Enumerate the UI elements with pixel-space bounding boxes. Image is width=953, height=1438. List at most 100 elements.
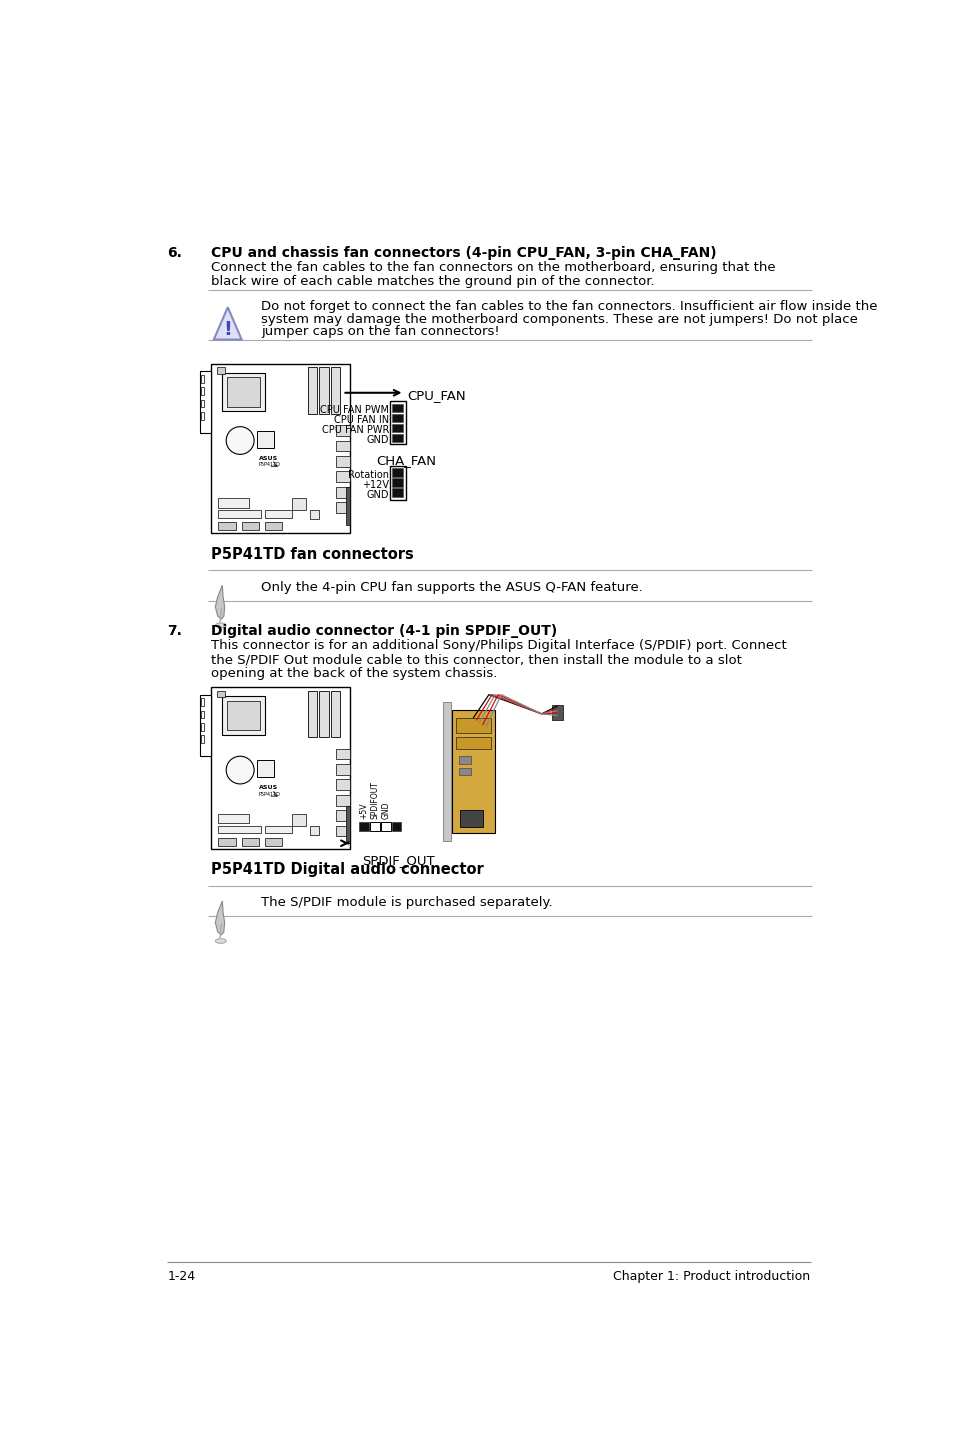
- Bar: [200, 400, 204, 407]
- Bar: [218, 814, 249, 823]
- Bar: [345, 807, 350, 841]
- Bar: [345, 486, 350, 525]
- Bar: [335, 486, 350, 498]
- Bar: [292, 814, 306, 825]
- Text: GND: GND: [366, 490, 389, 500]
- Bar: [392, 404, 402, 413]
- Bar: [265, 825, 292, 833]
- Bar: [390, 466, 406, 500]
- Bar: [199, 695, 211, 756]
- Text: SPDIFOUT: SPDIFOUT: [370, 781, 379, 818]
- Bar: [227, 700, 260, 731]
- Circle shape: [226, 756, 253, 784]
- Text: P5P41TD: P5P41TD: [258, 792, 280, 797]
- Ellipse shape: [215, 623, 226, 627]
- Polygon shape: [215, 585, 224, 620]
- Bar: [200, 710, 204, 719]
- Bar: [218, 510, 261, 518]
- Bar: [265, 522, 282, 529]
- Bar: [310, 825, 319, 835]
- Bar: [335, 810, 350, 821]
- Bar: [392, 489, 402, 496]
- Text: CPU and chassis fan connectors (4-pin CPU_FAN, 3-pin CHA_FAN): CPU and chassis fan connectors (4-pin CP…: [211, 246, 716, 260]
- Bar: [335, 456, 350, 467]
- Text: black wire of each cable matches the ground pin of the connector.: black wire of each cable matches the gro…: [211, 275, 654, 288]
- Bar: [443, 702, 451, 841]
- Text: SPDIF_OUT: SPDIF_OUT: [362, 854, 435, 867]
- Bar: [200, 375, 204, 383]
- Text: Digital audio connector (4-1 pin SPDIF_OUT): Digital audio connector (4-1 pin SPDIF_O…: [211, 624, 557, 638]
- Text: ASUS: ASUS: [258, 456, 277, 462]
- Text: +12V: +12V: [361, 480, 389, 490]
- Bar: [335, 472, 350, 482]
- Bar: [200, 723, 204, 731]
- Bar: [200, 699, 204, 706]
- Bar: [211, 364, 350, 533]
- Bar: [335, 779, 350, 789]
- Text: Do not forget to connect the fan cables to the fan connectors. Insufficient air : Do not forget to connect the fan cables …: [261, 301, 877, 313]
- Text: P5P41TD fan connectors: P5P41TD fan connectors: [211, 546, 413, 562]
- Bar: [392, 821, 401, 831]
- Bar: [335, 426, 350, 436]
- Bar: [310, 510, 319, 519]
- Text: 6.: 6.: [167, 246, 182, 260]
- Bar: [319, 690, 328, 736]
- Text: P5P41TD Digital audio connector: P5P41TD Digital audio connector: [211, 863, 483, 877]
- Bar: [216, 367, 224, 374]
- Ellipse shape: [215, 939, 226, 943]
- Text: 7.: 7.: [167, 624, 182, 638]
- Text: CPU FAN IN: CPU FAN IN: [334, 416, 389, 426]
- Bar: [335, 502, 350, 513]
- Text: !: !: [223, 321, 232, 339]
- Text: opening at the back of the system chassis.: opening at the back of the system chassi…: [211, 667, 497, 680]
- Polygon shape: [213, 308, 241, 339]
- Bar: [381, 821, 390, 831]
- Text: GND: GND: [366, 436, 389, 446]
- Bar: [552, 705, 562, 720]
- Text: CPU FAN PWM: CPU FAN PWM: [319, 406, 389, 416]
- Bar: [392, 469, 402, 477]
- Bar: [307, 367, 316, 414]
- Bar: [216, 690, 224, 697]
- Bar: [265, 510, 292, 518]
- Text: +5V: +5V: [359, 802, 368, 818]
- Bar: [319, 367, 328, 414]
- Text: GND: GND: [381, 801, 390, 818]
- Bar: [331, 367, 340, 414]
- Bar: [458, 756, 471, 764]
- Text: Only the 4-pin CPU fan supports the ASUS Q-FAN feature.: Only the 4-pin CPU fan supports the ASUS…: [261, 581, 642, 594]
- Bar: [456, 736, 491, 749]
- Bar: [452, 710, 495, 833]
- Bar: [265, 838, 282, 846]
- Bar: [335, 764, 350, 775]
- Text: Rotation: Rotation: [348, 470, 389, 480]
- Bar: [392, 434, 402, 441]
- Bar: [456, 718, 491, 733]
- Bar: [370, 821, 379, 831]
- Bar: [392, 479, 402, 486]
- Bar: [199, 371, 211, 433]
- Text: The S/PDIF module is purchased separately.: The S/PDIF module is purchased separatel…: [261, 896, 552, 909]
- Text: ASUS: ASUS: [258, 785, 277, 791]
- Bar: [218, 825, 261, 833]
- Bar: [335, 795, 350, 805]
- Bar: [257, 761, 274, 777]
- Bar: [241, 838, 258, 846]
- Bar: [359, 821, 369, 831]
- Bar: [241, 522, 258, 529]
- Text: 1-24: 1-24: [167, 1270, 195, 1283]
- Bar: [335, 440, 350, 452]
- Bar: [218, 499, 249, 508]
- Text: CPU FAN PWR: CPU FAN PWR: [321, 426, 389, 436]
- Text: system may damage the motherboard components. These are not jumpers! Do not plac: system may damage the motherboard compon…: [261, 312, 857, 325]
- Bar: [200, 735, 204, 743]
- Text: the S/PDIF Out module cable to this connector, then install the module to a slot: the S/PDIF Out module cable to this conn…: [211, 653, 740, 666]
- Bar: [218, 522, 235, 529]
- Text: CHA_FAN: CHA_FAN: [376, 454, 436, 467]
- Bar: [392, 414, 402, 421]
- Bar: [227, 377, 260, 407]
- Bar: [307, 690, 316, 736]
- Text: Chapter 1: Product introduction: Chapter 1: Product introduction: [613, 1270, 810, 1283]
- Bar: [257, 431, 274, 449]
- Text: Connect the fan cables to the fan connectors on the motherboard, ensuring that t: Connect the fan cables to the fan connec…: [211, 262, 775, 275]
